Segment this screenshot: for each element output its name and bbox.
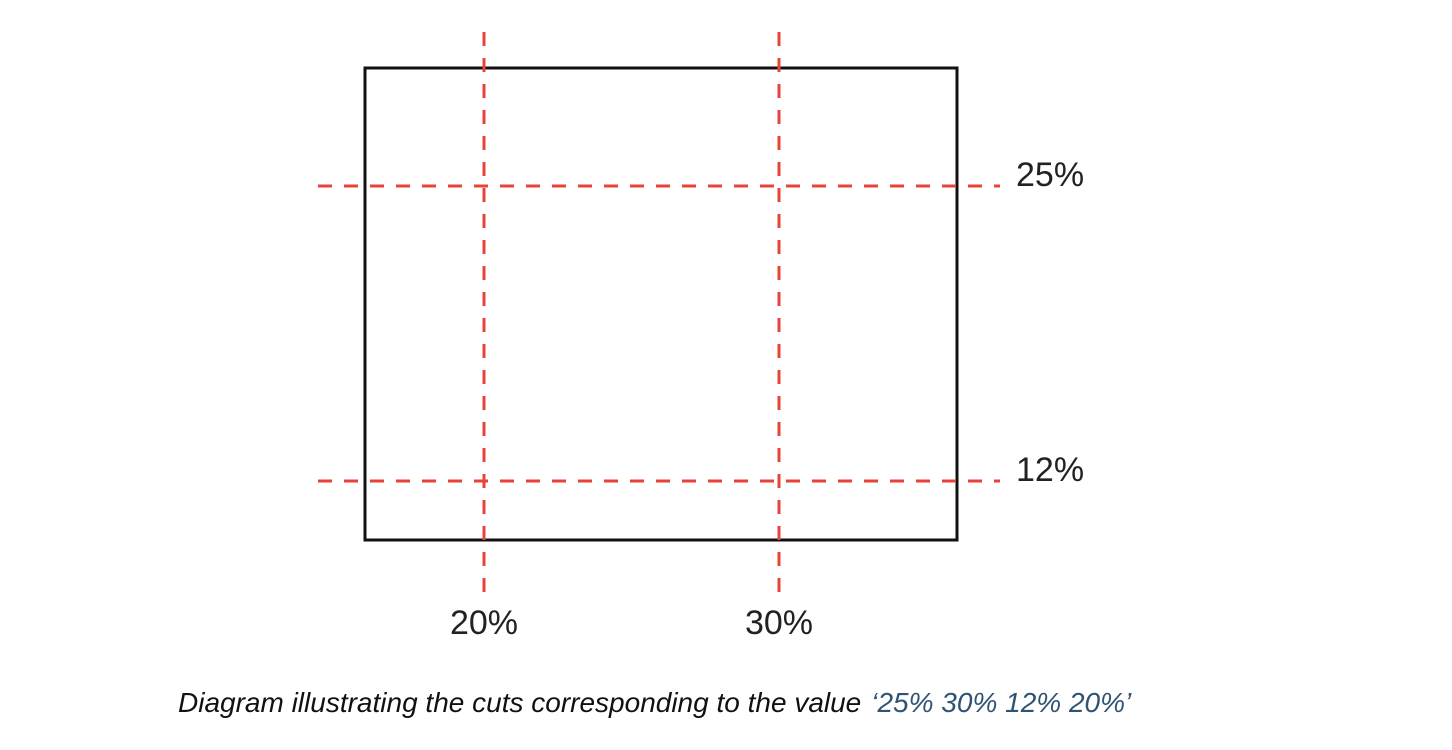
caption-text: Diagram illustrating the cuts correspond… (178, 687, 861, 718)
caption-value: ‘25% 30% 12% 20%’ (871, 687, 1132, 718)
caption: Diagram illustrating the cuts correspond… (178, 687, 1132, 718)
cut-label: 25% (1016, 156, 1084, 194)
cut-label: 12% (1016, 451, 1084, 489)
image-box (363, 66, 959, 542)
cut-label: 20% (450, 604, 518, 642)
cut-label: 30% (745, 604, 813, 642)
